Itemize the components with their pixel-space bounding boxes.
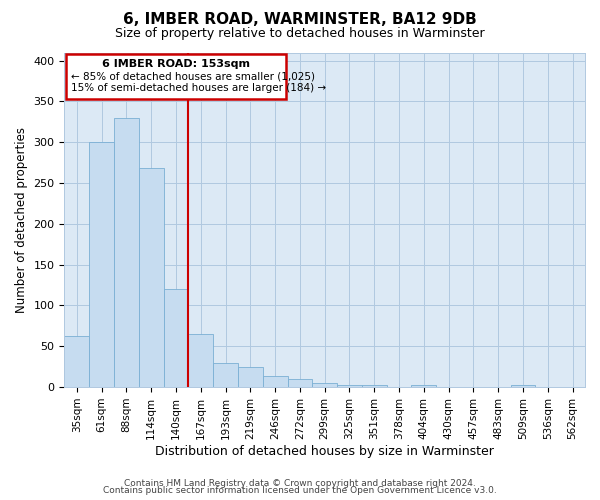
FancyBboxPatch shape [65,54,286,99]
Bar [164,289,188,387]
Bar [362,386,386,387]
Text: Size of property relative to detached houses in Warminster: Size of property relative to detached ho… [115,28,485,40]
Y-axis label: Number of detached properties: Number of detached properties [15,127,28,313]
Text: 15% of semi-detached houses are larger (184) →: 15% of semi-detached houses are larger (… [71,84,326,94]
Bar [213,364,238,387]
Text: Contains HM Land Registry data © Crown copyright and database right 2024.: Contains HM Land Registry data © Crown c… [124,478,476,488]
Bar [89,142,114,387]
Bar [64,336,89,387]
Bar [139,168,164,387]
Text: Contains public sector information licensed under the Open Government Licence v3: Contains public sector information licen… [103,486,497,495]
Bar [287,379,313,387]
Bar [114,118,139,387]
X-axis label: Distribution of detached houses by size in Warminster: Distribution of detached houses by size … [155,444,494,458]
Bar [238,366,263,387]
Bar [263,376,287,387]
Bar [337,386,362,387]
Text: 6 IMBER ROAD: 153sqm: 6 IMBER ROAD: 153sqm [102,59,250,69]
Bar [511,386,535,387]
Bar [188,334,213,387]
Text: 6, IMBER ROAD, WARMINSTER, BA12 9DB: 6, IMBER ROAD, WARMINSTER, BA12 9DB [123,12,477,28]
Bar [313,383,337,387]
Text: ← 85% of detached houses are smaller (1,025): ← 85% of detached houses are smaller (1,… [71,71,314,81]
Bar [412,386,436,387]
